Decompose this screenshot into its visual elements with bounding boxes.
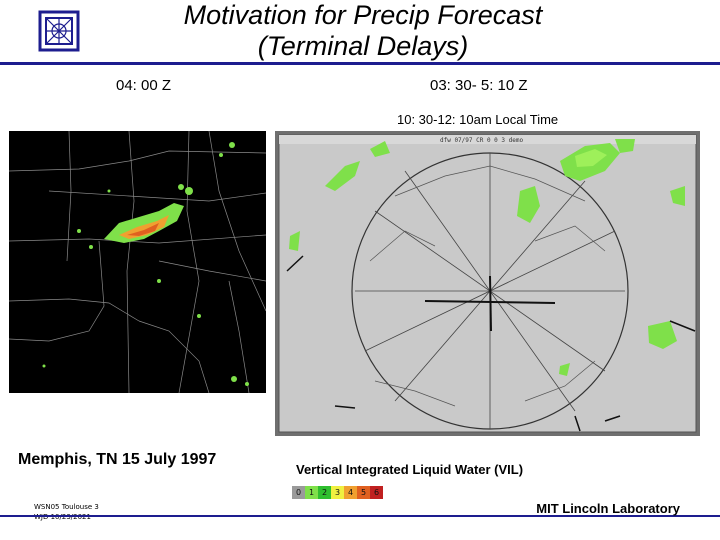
local-time-label: 10: 30-12: 10am Local Time (397, 112, 559, 127)
footer-small-line-2: WJD 10/23/2021 (34, 513, 91, 521)
precip-cluster (42, 142, 249, 386)
footer-small-line-1: WSN05 Toulouse 3 (34, 503, 99, 511)
lab-name: MIT Lincoln Laboratory (536, 501, 680, 516)
legend-swatch-4: 4 (344, 486, 357, 499)
title-divider (0, 62, 720, 65)
left-time-label: 04: 00 Z (116, 77, 172, 94)
footer-divider (0, 515, 720, 517)
legend-swatch-0: 0 (292, 486, 305, 499)
right-time-label: 03: 30- 5: 10 Z (430, 77, 528, 94)
footer-reference: WSN05 Toulouse 3 WJD 10/23/2021 (34, 502, 99, 522)
lincoln-lab-logo (38, 10, 80, 52)
title-line-1: Motivation for Precip Forecast (183, 0, 543, 30)
legend-swatch-5: 5 (357, 486, 370, 499)
vil-caption: Vertical Integrated Liquid Water (VIL) (296, 462, 524, 477)
title-line-2: (Terminal Delays) (257, 31, 469, 61)
legend-swatch-3: 3 (331, 486, 344, 499)
legend-swatch-2: 2 (318, 486, 331, 499)
regional-radar-map (9, 131, 266, 393)
location-caption: Memphis, TN 15 July 1997 (18, 451, 217, 468)
terminal-radar-display: dfw 07/97 CR 0 0 3 demo (275, 131, 700, 436)
radar-header-text: dfw 07/97 CR 0 0 3 demo (440, 137, 523, 144)
legend-swatch-6: 6 (370, 486, 383, 499)
legend-swatch-1: 1 (305, 486, 318, 499)
slide-title: Motivation for Precip Forecast (Terminal… (120, 0, 606, 62)
